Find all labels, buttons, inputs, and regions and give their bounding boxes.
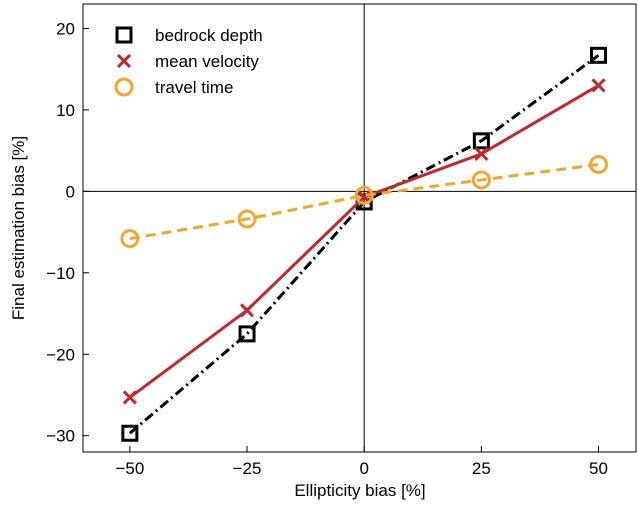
legend-entry: travel time bbox=[114, 77, 233, 97]
x-tick-label: −25 bbox=[233, 459, 262, 478]
marker bbox=[114, 77, 134, 97]
marker bbox=[121, 424, 139, 442]
marker bbox=[471, 170, 491, 190]
marker bbox=[122, 390, 137, 405]
legend-label: bedrock depth bbox=[155, 26, 263, 45]
marker bbox=[238, 325, 256, 343]
marker bbox=[115, 26, 133, 44]
y-tick-label: 20 bbox=[56, 19, 75, 38]
marker bbox=[239, 303, 255, 318]
y-tick-label: 0 bbox=[66, 182, 75, 201]
y-axis-label: Final estimation bias [%] bbox=[9, 136, 28, 320]
marker bbox=[474, 146, 489, 161]
legend-entry: mean velocity bbox=[116, 52, 259, 71]
y-tick-label: 10 bbox=[56, 101, 75, 120]
marker bbox=[116, 53, 132, 69]
legend-entry: bedrock depth bbox=[115, 26, 263, 45]
marker bbox=[590, 46, 608, 64]
line bbox=[128, 54, 600, 435]
marker bbox=[589, 154, 609, 174]
legend-label: travel time bbox=[155, 78, 233, 97]
x-tick-label: 0 bbox=[359, 459, 368, 478]
marker bbox=[591, 78, 606, 93]
marker bbox=[120, 229, 140, 249]
legend-label: mean velocity bbox=[155, 52, 259, 71]
y-tick-label: −10 bbox=[46, 264, 75, 283]
x-tick-label: 25 bbox=[472, 459, 491, 478]
marker bbox=[237, 209, 257, 229]
x-tick-label: 50 bbox=[589, 459, 608, 478]
x-axis-label: Ellipticity bias [%] bbox=[294, 481, 425, 500]
marker bbox=[354, 185, 374, 205]
plot-frame bbox=[82, 3, 637, 453]
series bbox=[122, 78, 606, 405]
y-tick-label: −30 bbox=[46, 427, 75, 446]
marker bbox=[472, 132, 490, 150]
y-tick-label: −20 bbox=[46, 345, 75, 364]
x-tick-label: −50 bbox=[115, 459, 144, 478]
series bbox=[120, 154, 609, 249]
